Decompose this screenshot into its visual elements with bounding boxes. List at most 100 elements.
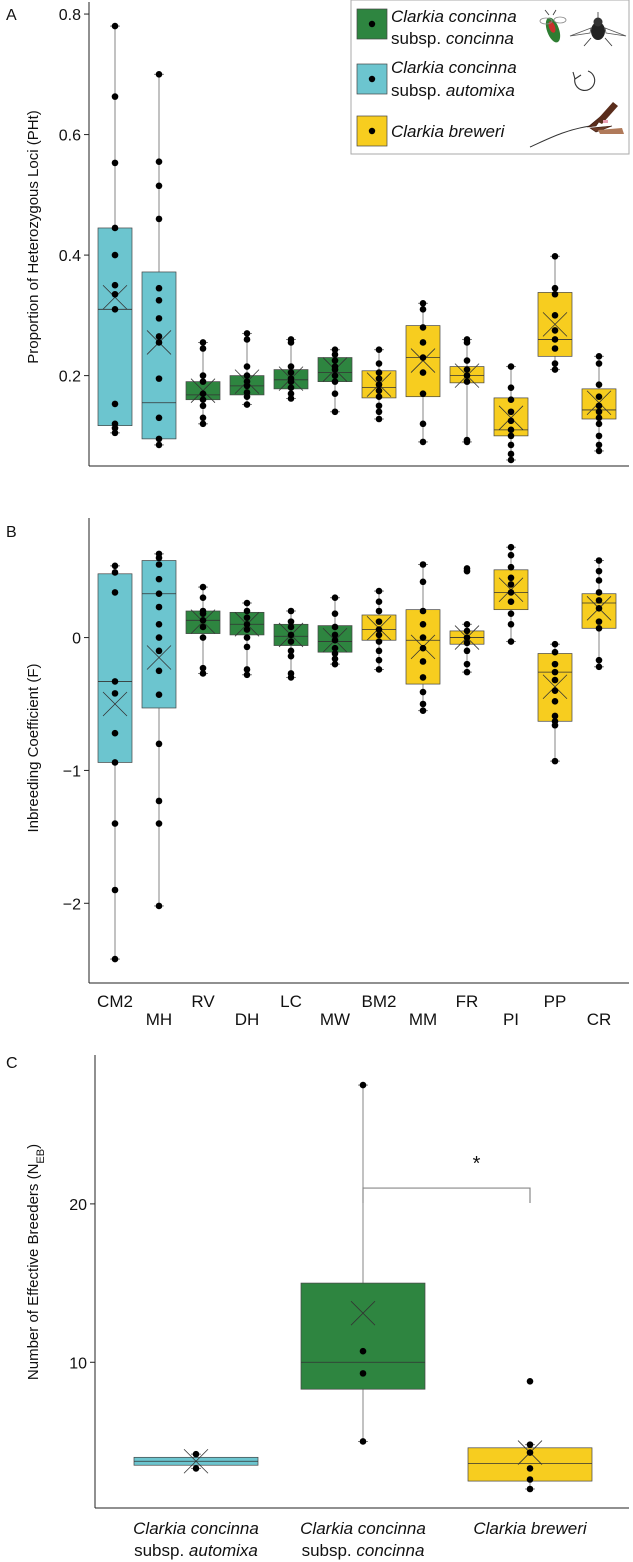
panel-c-y-tick-label: 10 <box>69 1355 87 1372</box>
panel-a-y-axis-label: Proportion of Heterozygous Loci (PHt) <box>25 110 42 363</box>
data-point <box>199 339 207 346</box>
data-point <box>595 624 603 632</box>
data-point <box>595 589 603 596</box>
panel-b-box-8 <box>449 565 485 676</box>
data-point <box>155 797 163 805</box>
data-point <box>526 1441 534 1448</box>
data-point <box>375 369 383 376</box>
data-point <box>375 631 383 639</box>
data-point <box>155 435 163 443</box>
panel-b-y-tick-label: −1 <box>63 763 81 780</box>
data-point <box>507 363 515 370</box>
group-label-line1: Clarkia concinna <box>133 1519 259 1538</box>
panel-b-category-labels: CM2 MH RV DH LC MW BM2 MM FR PI PP CR <box>97 992 611 1029</box>
data-point <box>595 441 603 449</box>
legend-label-automixa-line2: subsp. automixa <box>391 81 515 100</box>
panel-b-axes: −2 −1 0 <box>63 518 629 984</box>
data-point <box>287 607 295 615</box>
legend-label-automixa-epithet: automixa <box>446 81 515 100</box>
legend-label-concinna-line2: subsp. concinna <box>391 29 514 48</box>
panel-b-box-6 <box>361 587 397 673</box>
data-point <box>359 1438 367 1445</box>
data-point <box>507 543 515 551</box>
panel-a-box-5 <box>317 346 353 416</box>
panel-b-y-axis-label: Inbreeding Coefficient (F) <box>25 664 42 833</box>
data-point <box>419 299 427 307</box>
data-point <box>463 634 471 641</box>
data-point <box>375 666 383 673</box>
data-point <box>419 390 427 397</box>
panel-a-y-tick-label: 0.6 <box>59 128 81 145</box>
data-point <box>595 557 603 564</box>
data-point <box>155 561 163 568</box>
legend-entry-concinna: Clarkia concinna subsp. concinna <box>356 7 627 48</box>
data-point <box>287 369 295 376</box>
self-pollination-arrow-icon <box>572 70 596 91</box>
data-point <box>155 634 163 641</box>
category-label: DH <box>235 1010 260 1029</box>
panel-c-box-1 <box>300 1081 426 1445</box>
category-label: RV <box>191 992 215 1011</box>
data-point <box>551 698 559 705</box>
data-point <box>375 626 383 633</box>
data-point <box>595 402 603 410</box>
data-point <box>595 597 603 604</box>
data-point <box>463 639 471 647</box>
data-point <box>507 563 515 571</box>
data-point <box>359 1370 367 1377</box>
data-point <box>595 656 603 664</box>
panel-a-box-9 <box>493 363 529 464</box>
data-point <box>507 408 515 416</box>
data-point <box>419 578 427 586</box>
data-point <box>331 346 339 353</box>
panel-b-box-5 <box>317 594 353 668</box>
data-point <box>331 372 339 379</box>
data-point <box>463 647 471 655</box>
data-point <box>507 620 515 628</box>
panel-c-y-tick-label: 20 <box>69 1197 87 1214</box>
panel-b-box-11 <box>581 557 617 671</box>
data-point <box>595 353 603 360</box>
legend-swatch-dot <box>368 20 376 28</box>
data-point <box>111 424 119 432</box>
legend-label-concinna-epithet: concinna <box>446 29 514 48</box>
data-point <box>507 598 515 605</box>
data-point <box>507 638 515 645</box>
data-point <box>419 700 427 708</box>
data-point <box>111 251 119 259</box>
data-point <box>331 351 339 358</box>
mean-marker <box>350 1300 376 1326</box>
category-label: BM2 <box>362 992 397 1011</box>
data-point <box>419 607 427 615</box>
data-point <box>595 381 603 388</box>
panel-a-box-0 <box>97 22 133 437</box>
data-point <box>595 360 603 367</box>
data-point <box>375 415 383 423</box>
data-point <box>155 315 163 322</box>
data-point <box>243 330 251 337</box>
data-point <box>551 366 559 373</box>
data-point <box>463 378 471 385</box>
data-point <box>375 375 383 382</box>
data-point <box>155 71 163 78</box>
data-point <box>419 620 427 628</box>
group-label-line1: Clarkia concinna <box>300 1519 426 1538</box>
panel-b-box-7 <box>405 561 441 714</box>
data-point <box>419 420 427 428</box>
legend-swatch-dot <box>368 127 376 135</box>
data-point <box>551 336 559 343</box>
significance-star: * <box>473 1153 481 1175</box>
data-point <box>419 306 427 313</box>
group-label-line2: subsp. concinna <box>302 1541 425 1560</box>
data-point <box>199 402 207 410</box>
panel-b-boxes <box>97 543 617 963</box>
panel-b-y-tick-label: 0 <box>72 631 81 648</box>
data-point <box>155 603 163 611</box>
data-point <box>507 589 515 596</box>
data-point <box>192 1450 200 1458</box>
significance-bracket: * <box>362 1153 531 1204</box>
data-point <box>595 447 603 455</box>
significance-line <box>362 1187 531 1204</box>
data-point <box>155 215 163 223</box>
data-point <box>595 577 603 584</box>
